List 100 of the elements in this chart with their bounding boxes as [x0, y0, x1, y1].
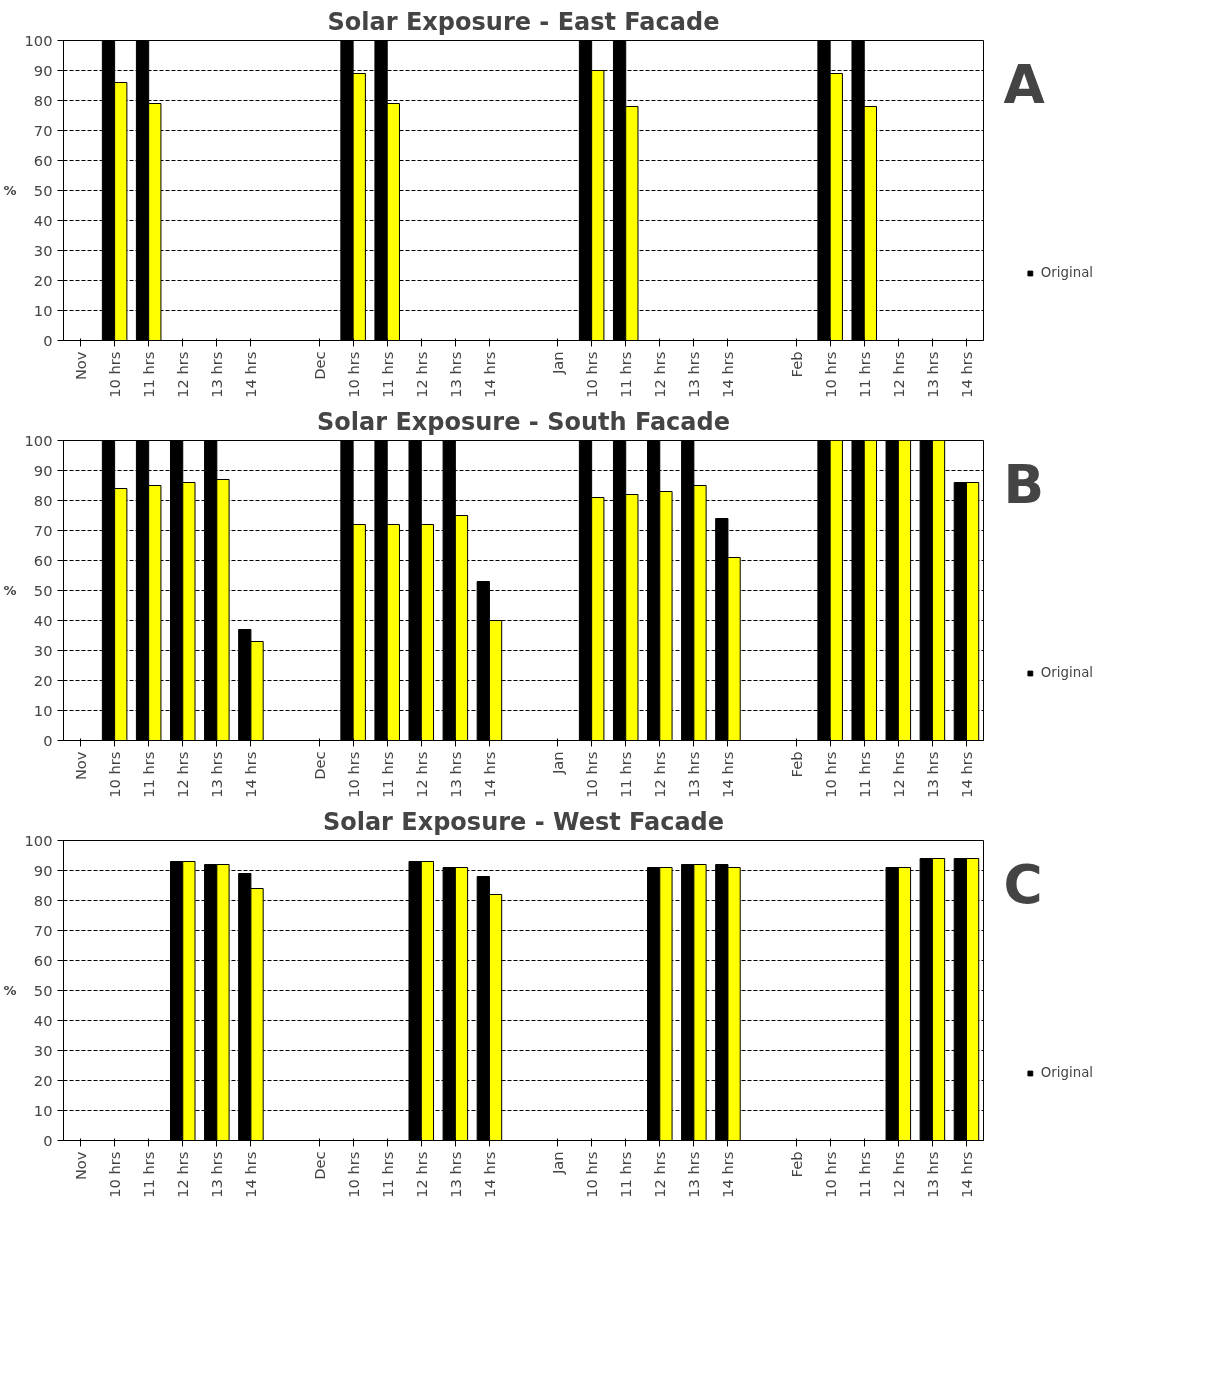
y-tick-label: 40 [33, 611, 53, 629]
x-tick-label: 10 hrs [344, 1151, 362, 1198]
x-tick-label: 13 hrs [208, 351, 226, 398]
x-tick-label: 13 hrs [685, 351, 703, 398]
x-tick-label: 11 hrs [140, 1151, 158, 1198]
y-tick-label: 100 [24, 831, 53, 849]
x-tick-label: 11 hrs [855, 351, 873, 398]
legend-label: Original [1040, 665, 1093, 680]
x-tick-label: 10 hrs [583, 751, 601, 798]
legend-label: Original [1040, 1065, 1093, 1080]
x-tick-label: 12 hrs [174, 751, 192, 798]
x-tick-label: 10 hrs [821, 351, 839, 398]
legend-label: Original [1040, 265, 1093, 280]
text: B [1003, 452, 1045, 516]
y-axis-title: % [3, 983, 17, 998]
chart-title: Solar Exposure - East Facade [327, 7, 720, 36]
y-tick-label: 30 [33, 241, 53, 259]
x-tick-label: 13 hrs [446, 1151, 464, 1198]
x-tick-label: 14 hrs [242, 751, 260, 798]
x-tick-label: 11 hrs [140, 351, 158, 398]
x-tick-label: 14 hrs [242, 351, 260, 398]
x-tick-label: 13 hrs [923, 751, 941, 798]
x-tick-label: 14 hrs [719, 1151, 737, 1198]
x-tick-label: 14 hrs [957, 751, 975, 798]
y-tick-label: 90 [33, 861, 53, 879]
x-tick-label: 13 hrs [446, 751, 464, 798]
x-tick-label: Dec [310, 751, 328, 780]
x-tick-label: Jan [549, 351, 567, 376]
x-tick-label: 14 hrs [957, 351, 975, 398]
x-tick-label: Nov [72, 1151, 90, 1181]
y-axis-title: % [3, 583, 17, 598]
y-tick-label: 50 [33, 581, 53, 599]
x-tick-label: Jan [549, 751, 567, 776]
x-tick-label: Nov [72, 351, 90, 381]
y-tick-label: 100 [24, 31, 53, 49]
x-tick-label: 10 hrs [344, 351, 362, 398]
x-tick-label: 14 hrs [719, 351, 737, 398]
x-tick-label: Dec [310, 351, 328, 380]
y-tick-label: 40 [33, 1011, 53, 1029]
x-tick-label: 11 hrs [617, 1151, 635, 1198]
x-tick-label: 14 hrs [719, 751, 737, 798]
x-tick-label: 12 hrs [651, 1151, 669, 1198]
x-tick-label: 10 hrs [821, 751, 839, 798]
x-tick-label: 14 hrs [480, 1151, 498, 1198]
x-tick-label: 13 hrs [685, 1151, 703, 1198]
y-tick-label: 40 [33, 211, 53, 229]
x-tick-label: Jan [549, 1151, 567, 1176]
y-axis-title: % [3, 183, 17, 198]
x-tick-label: 12 hrs [889, 351, 907, 398]
x-tick-label: 11 hrs [378, 1151, 396, 1198]
y-tick-label: 30 [33, 1041, 53, 1059]
text: C [1003, 852, 1043, 916]
y-tick-label: 60 [33, 551, 53, 569]
x-tick-label: 12 hrs [412, 1151, 430, 1198]
x-tick-label: 13 hrs [208, 1151, 226, 1198]
y-tick-label: 20 [33, 1071, 53, 1089]
x-tick-label: 13 hrs [685, 751, 703, 798]
x-tick-label: 14 hrs [242, 1151, 260, 1198]
x-tick-label: 13 hrs [208, 751, 226, 798]
y-tick-label: 50 [33, 981, 53, 999]
x-tick-label: Feb [787, 1151, 805, 1178]
y-tick-label: 50 [33, 181, 53, 199]
x-tick-label: 12 hrs [889, 1151, 907, 1198]
x-tick-label: 12 hrs [651, 351, 669, 398]
x-tick-label: 10 hrs [106, 351, 124, 398]
x-tick-label: 10 hrs [344, 751, 362, 798]
x-tick-label: 12 hrs [412, 351, 430, 398]
x-tick-label: 11 hrs [855, 1151, 873, 1198]
y-tick-label: 10 [33, 1101, 53, 1119]
x-tick-label: 11 hrs [617, 751, 635, 798]
chart-title: Solar Exposure - South Facade [317, 407, 730, 436]
y-tick-label: 80 [33, 91, 53, 109]
y-tick-label: 80 [33, 491, 53, 509]
y-tick-label: 10 [33, 301, 53, 319]
x-tick-label: 14 hrs [480, 751, 498, 798]
y-tick-label: 0 [43, 331, 53, 349]
text: A [1003, 52, 1046, 116]
x-tick-label: 11 hrs [855, 751, 873, 798]
x-tick-label: Nov [72, 751, 90, 781]
x-tick-label: 14 hrs [957, 1151, 975, 1198]
x-tick-label: 11 hrs [378, 751, 396, 798]
y-tick-label: 20 [33, 271, 53, 289]
y-tick-label: 0 [43, 731, 53, 749]
y-tick-label: 70 [33, 921, 53, 939]
x-tick-label: 13 hrs [923, 351, 941, 398]
x-tick-label: Feb [787, 351, 805, 378]
x-tick-label: 10 hrs [106, 751, 124, 798]
y-tick-label: 0 [43, 1131, 53, 1149]
chart-title: Solar Exposure - West Facade [322, 807, 725, 836]
y-tick-label: 70 [33, 121, 53, 139]
x-tick-label: 12 hrs [889, 751, 907, 798]
y-tick-label: 100 [24, 431, 53, 449]
x-tick-label: 11 hrs [378, 351, 396, 398]
x-tick-label: 10 hrs [583, 351, 601, 398]
y-tick-label: 10 [33, 701, 53, 719]
x-tick-label: 13 hrs [923, 1151, 941, 1198]
x-tick-label: 11 hrs [617, 351, 635, 398]
x-tick-label: 12 hrs [174, 351, 192, 398]
x-tick-label: Feb [787, 751, 805, 778]
y-tick-label: 60 [33, 951, 53, 969]
